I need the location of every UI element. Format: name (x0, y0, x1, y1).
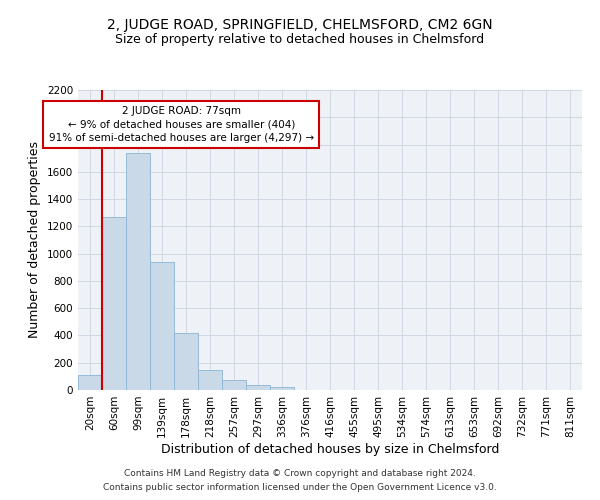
Bar (150, 262, 174, 390)
Y-axis label: Number of detached properties: Number of detached properties (28, 142, 41, 338)
Bar (102, 217, 126, 390)
Bar (126, 152, 150, 390)
Bar (174, 334, 198, 390)
Bar (270, 386, 294, 390)
Text: Contains HM Land Registry data © Crown copyright and database right 2024.: Contains HM Land Registry data © Crown c… (124, 468, 476, 477)
Bar (78, 375, 102, 390)
Text: Contains public sector information licensed under the Open Government Licence v3: Contains public sector information licen… (103, 484, 497, 492)
Bar (222, 380, 246, 390)
X-axis label: Distribution of detached houses by size in Chelmsford: Distribution of detached houses by size … (161, 442, 499, 456)
Text: 2, JUDGE ROAD, SPRINGFIELD, CHELMSFORD, CM2 6GN: 2, JUDGE ROAD, SPRINGFIELD, CHELMSFORD, … (107, 18, 493, 32)
Text: Size of property relative to detached houses in Chelmsford: Size of property relative to detached ho… (115, 32, 485, 46)
Bar (246, 385, 270, 390)
Bar (198, 370, 222, 390)
Text: 2 JUDGE ROAD: 77sqm
← 9% of detached houses are smaller (404)
91% of semi-detach: 2 JUDGE ROAD: 77sqm ← 9% of detached hou… (49, 106, 314, 143)
